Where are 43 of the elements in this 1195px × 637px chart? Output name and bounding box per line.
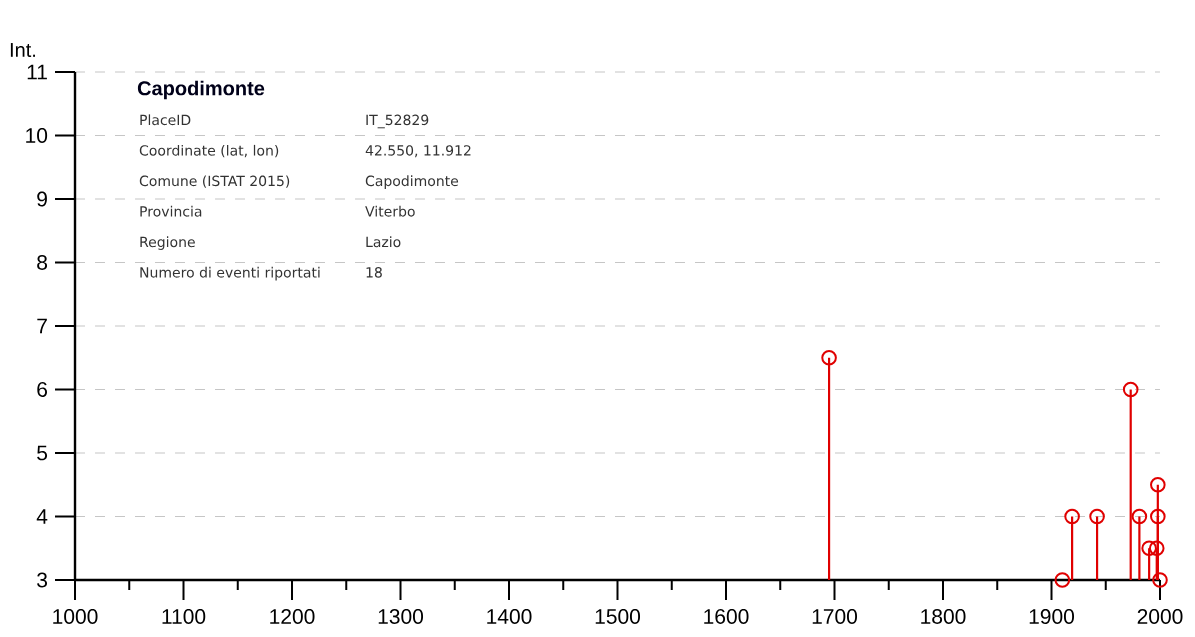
annotation: Provincia <box>140 205 202 217</box>
y-tick-label: 11 <box>27 64 47 80</box>
annotation: Regione <box>140 236 195 250</box>
point <box>1150 508 1166 525</box>
chart-title: Capodimonte <box>137 80 265 100</box>
annotation: 18 <box>366 267 382 278</box>
x-tick-label: 1700 <box>812 609 858 624</box>
x-tick-label: 1100 <box>162 609 206 624</box>
y-tick-label: 7 <box>37 318 47 334</box>
y-tick-label: 4 <box>36 509 48 524</box>
point <box>1064 508 1080 525</box>
x-tick-label: 1500 <box>595 609 641 624</box>
point <box>821 349 837 366</box>
annotation: PlaceID <box>140 114 191 126</box>
annotation: Lazio <box>366 236 401 248</box>
annotation: 42.550, 11.912 <box>365 145 471 158</box>
x-tick-label: 1800 <box>921 609 966 624</box>
point <box>1089 508 1105 525</box>
y-tick-label: 10 <box>26 128 48 143</box>
annotation: Coordinate (lat, lon) <box>139 144 279 158</box>
y-tick-label: 9 <box>37 191 47 207</box>
annotation: Capodimonte <box>365 175 459 189</box>
x-tick-label: 1200 <box>270 609 315 624</box>
y-tick-label: 8 <box>37 255 48 270</box>
annotation: Numero di eventi riportati <box>140 266 320 281</box>
point <box>1122 381 1139 398</box>
x-tick-label: 1400 <box>487 609 532 624</box>
annotation: Comune (ISTAT 2015) <box>139 175 290 188</box>
x-tick-label: 1000 <box>53 609 98 624</box>
point <box>1152 572 1168 588</box>
y-tick-label: 6 <box>37 382 48 397</box>
point <box>1148 540 1165 557</box>
x-tick-label: 2000 <box>1137 609 1183 624</box>
y-tick-label: 3 <box>37 572 48 588</box>
point <box>1150 476 1166 493</box>
x-tick-label: 1300 <box>378 609 424 624</box>
x-tick-label: 1900 <box>1029 609 1075 624</box>
annotation: IT_52829 <box>366 114 429 129</box>
annotation: Viterbo <box>365 205 415 217</box>
y-axis-title: Int. <box>10 43 36 57</box>
point <box>1131 508 1148 525</box>
y-tick-label: 5 <box>37 445 48 461</box>
x-tick-label: 1600 <box>704 609 749 624</box>
